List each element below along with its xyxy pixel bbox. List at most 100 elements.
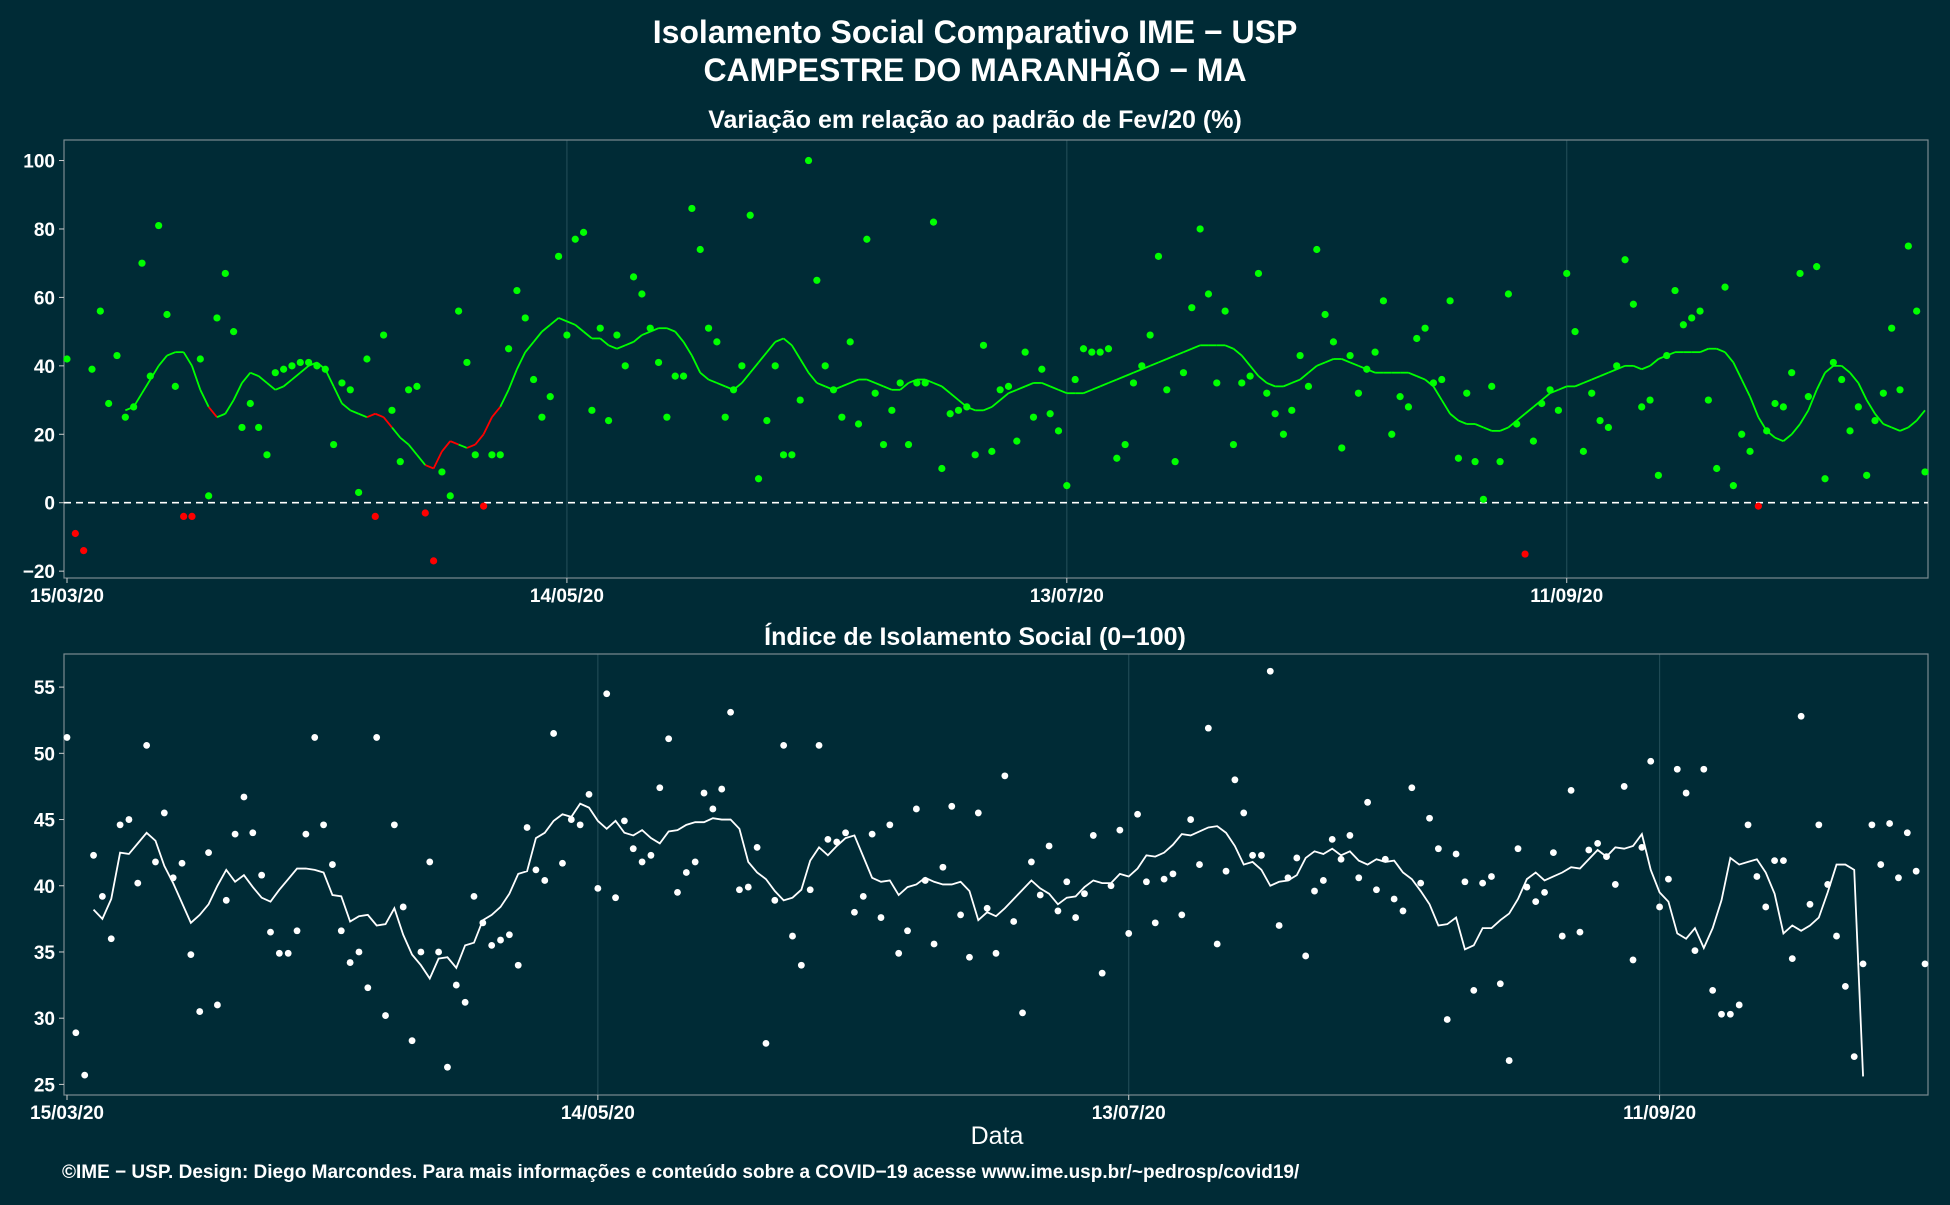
data-point (471, 451, 479, 459)
data-point (454, 307, 463, 315)
data-point (1688, 314, 1696, 322)
data-point (1824, 881, 1832, 888)
data-point (388, 406, 396, 414)
trend-segment (524, 341, 535, 353)
data-point (1104, 345, 1113, 353)
data-point (904, 440, 913, 449)
data-point (346, 386, 354, 394)
trend-segment (949, 392, 960, 401)
trend-segment (1541, 392, 1551, 401)
trend-segment (1849, 372, 1860, 384)
data-point (1313, 245, 1321, 254)
trend-segment (1307, 365, 1318, 374)
data-point (957, 911, 965, 919)
data-point (1912, 867, 1920, 875)
data-point (1771, 399, 1779, 408)
trend-segment (516, 351, 527, 370)
data-point (1021, 348, 1029, 356)
data-point (1585, 846, 1593, 854)
data-point (546, 393, 554, 401)
data-point (829, 386, 838, 394)
data-point (249, 829, 257, 837)
data-point (421, 509, 429, 517)
data-point (1254, 269, 1263, 278)
trend-segment (532, 331, 543, 343)
trend-segment (1083, 388, 1093, 395)
data-point (1213, 940, 1221, 948)
y-tick-label: 80 (34, 220, 55, 241)
trend-segment (1458, 419, 1468, 425)
trend-segment (1499, 426, 1509, 432)
data-point (729, 386, 738, 394)
data-point (709, 805, 717, 813)
trend-segment (1899, 426, 1909, 432)
trend-segment (1799, 409, 1810, 425)
data-point (813, 276, 821, 284)
data-point (1854, 403, 1862, 411)
data-point (107, 935, 115, 943)
data-point (105, 399, 113, 408)
trend-segment (332, 385, 343, 404)
data-point (629, 845, 637, 853)
data-point (1240, 809, 1248, 817)
trend-segment (1483, 426, 1493, 432)
chart-subtitle: CAMPESTRE DO MARANHÃO − MA (703, 52, 1246, 88)
data-point (452, 981, 460, 989)
trend-segment (1907, 419, 1918, 429)
data-point (1821, 475, 1829, 483)
data-point (939, 863, 947, 871)
data-point (321, 365, 329, 373)
data-point (1738, 430, 1746, 438)
trend-segment (1299, 371, 1310, 381)
data-point (576, 821, 584, 829)
trend-segment (1149, 361, 1159, 367)
data-point (824, 836, 832, 843)
data-point (255, 423, 263, 432)
data-point (1045, 842, 1053, 850)
data-point (1753, 873, 1761, 880)
trend-line (92, 802, 1864, 1077)
data-point (479, 919, 487, 927)
data-point (946, 410, 954, 418)
data-point (842, 829, 849, 837)
data-point (1754, 502, 1762, 510)
data-point (656, 784, 664, 792)
trend-segment (1341, 358, 1351, 364)
trend-segment (558, 317, 568, 323)
data-point (1121, 440, 1129, 449)
trend-segment (549, 317, 560, 326)
data-point (373, 734, 381, 741)
data-point (1221, 307, 1229, 315)
data-point (479, 502, 488, 510)
data-point (1381, 855, 1389, 863)
data-point (1638, 403, 1646, 411)
data-point (588, 406, 596, 414)
trend-segment (674, 331, 685, 343)
trend-segment (216, 412, 226, 419)
data-point (541, 877, 549, 884)
data-point (688, 204, 696, 213)
data-point (1134, 810, 1141, 818)
panel-2-title: Índice de Isolamento Social (0−100) (764, 622, 1186, 651)
trend-segment (599, 337, 610, 347)
trend-segment (841, 382, 851, 388)
data-point (996, 386, 1004, 394)
data-point (178, 859, 186, 867)
data-point (1505, 1057, 1513, 1064)
data-point (1488, 873, 1495, 880)
trend-segment (1133, 368, 1143, 374)
trend-segment (1633, 365, 1643, 371)
data-point (863, 235, 871, 243)
data-point (1010, 918, 1018, 925)
data-point (1388, 430, 1396, 438)
trend-segment (1183, 347, 1193, 353)
data-point (1877, 861, 1885, 868)
data-point (1279, 430, 1288, 438)
data-point (1116, 826, 1124, 834)
data-point (1541, 888, 1548, 896)
data-point (1438, 375, 1446, 384)
trend-segment (358, 412, 368, 419)
data-point (1321, 310, 1329, 319)
data-point (408, 1037, 416, 1045)
data-point (355, 948, 363, 956)
